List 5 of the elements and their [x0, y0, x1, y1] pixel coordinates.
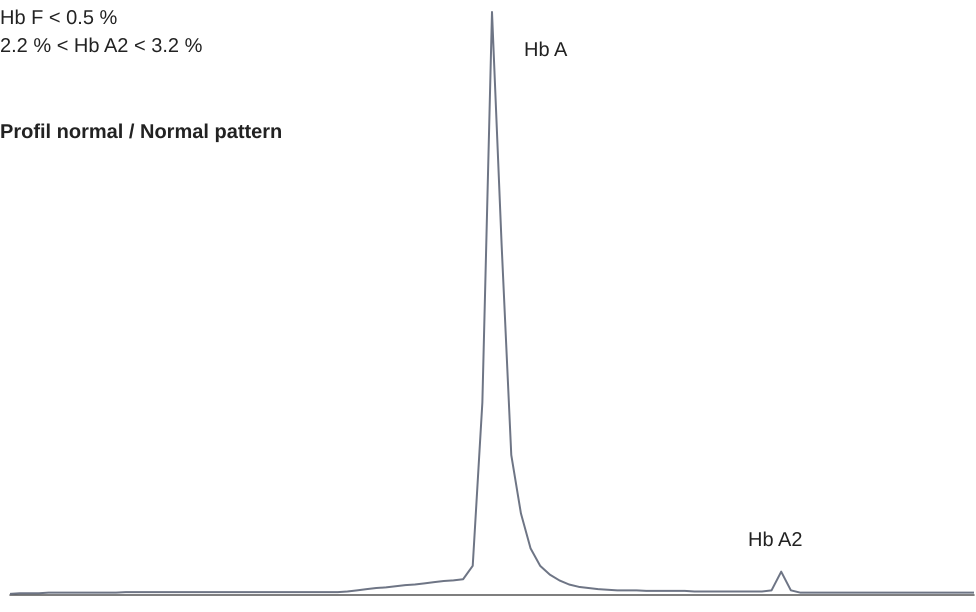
annotation: Hb A [524, 39, 568, 61]
annotation: 2.2 % < Hb A2 < 3.2 % [0, 35, 203, 57]
annotation: Profil normal / Normal pattern [0, 121, 282, 143]
annotation: Hb F < 0.5 % [0, 7, 118, 29]
annotation: Hb A2 [748, 529, 802, 551]
